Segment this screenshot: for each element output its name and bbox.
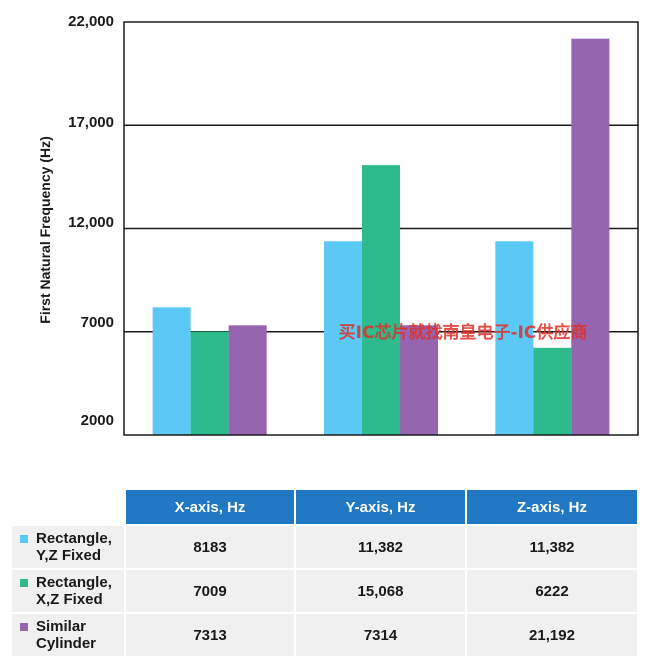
y-tick-label: 7000: [81, 314, 114, 331]
legend-swatch-rectangle-yz: [20, 535, 28, 543]
legend-swatch-rectangle-xz: [20, 579, 28, 587]
cell-value: 7314: [296, 614, 465, 656]
y-axis-label: First Natural Frequency (Hz): [37, 136, 53, 323]
cell-value: 11,382: [467, 526, 637, 568]
y-tick-label: 17,000: [68, 114, 114, 131]
row-label-line2: X,Z Fixed: [36, 591, 103, 608]
row-label-line1: Similar: [36, 618, 87, 635]
bar: [228, 325, 267, 435]
row-header-rectangle-yz-fixed: Rectangle, Y,Z Fixed: [12, 526, 124, 568]
cell-value: 21,192: [467, 614, 637, 656]
table-corner: [12, 490, 124, 524]
column-header-z-axis: Z-axis, Hz: [467, 490, 637, 524]
data-table: X-axis, Hz Y-axis, Hz Z-axis, Hz Rectang…: [10, 488, 639, 658]
bar: [152, 307, 191, 435]
row-header-similar-cylinder: Similar Cylinder: [12, 614, 124, 656]
table-row: Similar Cylinder 7313 7314 21,192: [12, 614, 637, 656]
bar: [533, 347, 572, 435]
bar: [571, 38, 610, 435]
y-tick-label: 12,000: [68, 214, 114, 231]
cell-value: 8183: [126, 526, 294, 568]
bars: [152, 38, 610, 435]
row-header-rectangle-xz-fixed: Rectangle, X,Z Fixed: [12, 570, 124, 612]
bar: [495, 241, 534, 435]
y-tick-label: 22,000: [68, 13, 114, 30]
table-header-row: X-axis, Hz Y-axis, Hz Z-axis, Hz: [12, 490, 637, 524]
y-tick-label: 2000: [81, 412, 114, 429]
table-row: Rectangle, Y,Z Fixed 8183 11,382 11,382: [12, 526, 637, 568]
bar: [190, 331, 229, 435]
bar: [400, 325, 438, 435]
legend-swatch-similar-cylinder: [20, 623, 28, 631]
watermark-text: 买IC芯片就找南皇电子-IC供应商: [339, 322, 588, 343]
column-header-y-axis: Y-axis, Hz: [296, 490, 465, 524]
row-label-line1: Rectangle,: [36, 574, 112, 591]
row-label-line2: Y,Z Fixed: [36, 547, 102, 564]
bar: [324, 241, 362, 435]
column-header-x-axis: X-axis, Hz: [126, 490, 294, 524]
bar: [362, 165, 400, 435]
cell-value: 15,068: [296, 570, 465, 612]
row-label-line1: Rectangle,: [36, 530, 112, 547]
table-row: Rectangle, X,Z Fixed 7009 15,068 6222: [12, 570, 637, 612]
cell-value: 7009: [126, 570, 294, 612]
cell-value: 7313: [126, 614, 294, 656]
cell-value: 11,382: [296, 526, 465, 568]
plot-frame: [123, 21, 639, 436]
cell-value: 6222: [467, 570, 637, 612]
row-label-line2: Cylinder: [36, 635, 97, 652]
